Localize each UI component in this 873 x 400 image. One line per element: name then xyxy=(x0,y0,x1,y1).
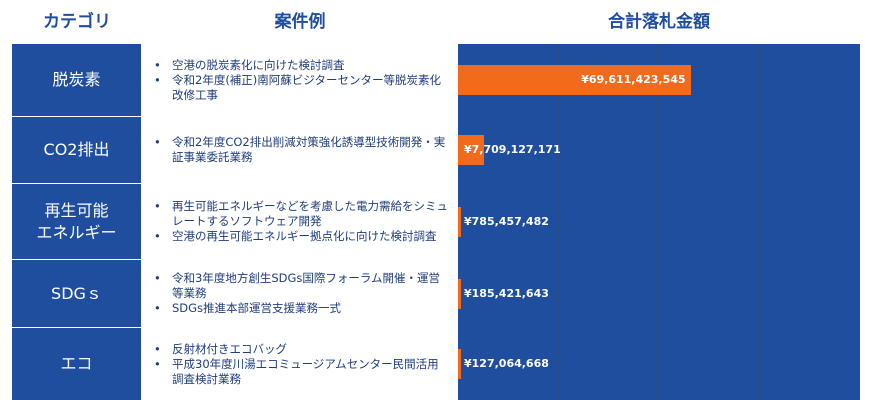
bar xyxy=(458,65,692,95)
value-label: ¥127,064,668 xyxy=(464,357,549,370)
example-item: 反射材付きエコバッグ xyxy=(154,342,450,357)
value-label: ¥785,457,482 xyxy=(464,214,549,228)
category-cell: 脱炭素 xyxy=(12,44,141,116)
row-divider xyxy=(12,183,458,184)
category-cell: SDGｓ xyxy=(12,260,141,327)
examples-cell: 令和2年度CO2排出削減対策強化誘導型技術開発・実証事業委託業務 xyxy=(142,117,458,183)
example-item: 空港の再生可能エネルギー拠点化に向けた検討調査 xyxy=(154,229,450,244)
value-label: ¥185,421,643 xyxy=(464,286,549,300)
category-label: 脱炭素 xyxy=(52,70,101,89)
example-item: 令和2年度(補正)南阿蘇ビジターセンター等脱炭素化改修工事 xyxy=(154,73,450,103)
examples-cell: 令和3年度地方創生SDGs国際フォーラム開催・運営等業務SDGs推進本部運営支援… xyxy=(142,260,458,327)
category-cell: エコ xyxy=(12,328,141,400)
row-divider xyxy=(12,116,458,117)
bar xyxy=(458,349,461,379)
category-label: SDGｓ xyxy=(51,283,102,303)
bar xyxy=(458,135,484,165)
category-label: 再生可能 エネルギー xyxy=(36,200,117,242)
example-item: 空港の脱炭素化に向けた検討調査 xyxy=(154,58,450,73)
gridline xyxy=(558,44,559,400)
examples-cell: 反射材付きエコバッグ平成30年度川湯エコミュージアムセンター民間活用調査検討業務 xyxy=(142,328,458,400)
gridline xyxy=(658,44,659,400)
category-label: CO2排出 xyxy=(43,140,110,159)
examples-cell: 再生可能エネルギーなどを考慮した電力需給をシミュレートするソフトウェア開発空港の… xyxy=(142,184,458,259)
category-cell: CO2排出 xyxy=(12,117,141,183)
header-category: カテゴリ xyxy=(43,12,111,32)
example-item: 平成30年度川湯エコミュージアムセンター民間活用調査検討業務 xyxy=(154,357,450,387)
bar xyxy=(458,206,461,237)
value-label: ¥69,611,423,545 xyxy=(581,73,686,86)
value-label: ¥7,709,127,171 xyxy=(464,143,561,156)
example-item: SDGs推進本部運営支援業務一式 xyxy=(154,301,450,316)
example-item: 令和3年度地方創生SDGs国際フォーラム開催・運営等業務 xyxy=(154,271,450,301)
header-examples: 案件例 xyxy=(274,12,326,32)
header-amount: 合計落札金額 xyxy=(608,12,710,32)
example-item: 令和2年度CO2排出削減対策強化誘導型技術開発・実証事業委託業務 xyxy=(154,135,450,165)
bar xyxy=(458,278,461,309)
example-item: 再生可能エネルギーなどを考慮した電力需給をシミュレートするソフトウェア開発 xyxy=(154,199,450,229)
category-label: エコ xyxy=(60,354,93,373)
gridline xyxy=(758,44,759,400)
examples-cell: 空港の脱炭素化に向けた検討調査令和2年度(補正)南阿蘇ビジターセンター等脱炭素化… xyxy=(142,44,458,116)
category-cell: 再生可能 エネルギー xyxy=(12,184,141,259)
row-divider xyxy=(12,259,458,260)
row-divider xyxy=(12,327,458,328)
amount-chart: ¥69,611,423,545 ¥7,709,127,171 ¥785,457,48… xyxy=(458,44,860,400)
